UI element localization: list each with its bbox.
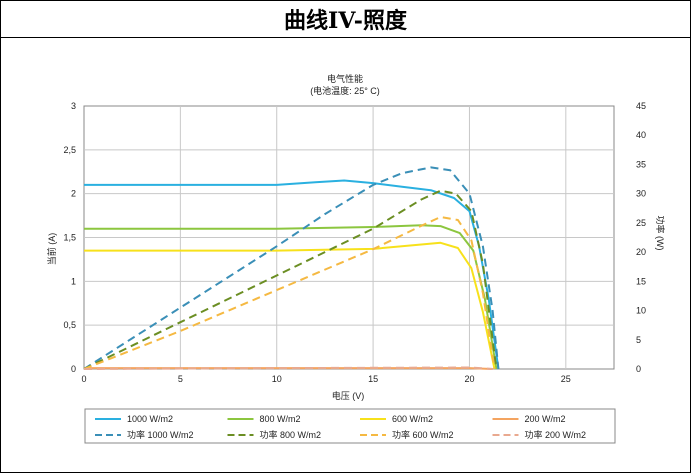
legend-label: 功率 1000 W/m2 <box>127 429 194 440</box>
grid-lines <box>83 105 615 370</box>
y-tick-label: 2 <box>71 189 76 199</box>
y2-tick-label: 35 <box>636 159 646 169</box>
series-line <box>83 189 498 370</box>
y2-tick-label: 40 <box>636 130 646 140</box>
x-axis-label: 电压 (V) <box>332 390 365 401</box>
series-line <box>83 366 493 370</box>
legend-box <box>84 408 616 444</box>
chart-subtitle: (电池温度: 25° C) <box>310 85 380 96</box>
series-line <box>84 179 500 370</box>
y2-tick-label: 0 <box>636 364 641 374</box>
y2-tick-label: 25 <box>636 218 646 228</box>
y2-axis-label: 功率 (W) <box>655 216 666 251</box>
y-tick-label: 0 <box>71 364 76 374</box>
legend-label: 功率 600 W/m2 <box>392 429 454 440</box>
legend: 1000 W/m2 800 W/m2 600 W/m2 200 W/m2 功率 1000… <box>84 408 616 444</box>
x-tick-label: 10 <box>272 374 282 384</box>
x-tick-label: 0 <box>81 374 86 384</box>
x-tick-label: 20 <box>464 374 474 384</box>
page-title: 曲线IV-照度 <box>1 1 690 38</box>
y2-tick-label: 5 <box>636 335 641 345</box>
legend-label: 600 W/m2 <box>392 414 433 424</box>
y-tick-label: 3 <box>71 101 76 111</box>
iv-chart: 电气性能 (电池温度: 25° C) 0 5 10 15 20 25 0 0,5 1 1,5 2 2,… <box>46 73 666 444</box>
x-tick-label: 25 <box>561 374 571 384</box>
legend-label: 200 W/m2 <box>525 414 566 424</box>
y2-tick-label: 15 <box>636 276 646 286</box>
legend-label: 800 W/m2 <box>260 414 301 424</box>
series-line <box>84 241 496 370</box>
y2-tick-label: 45 <box>636 101 646 111</box>
x-tick-label: 5 <box>178 374 183 384</box>
series-line <box>83 216 496 370</box>
series-line <box>84 367 493 370</box>
legend-label: 1000 W/m2 <box>127 414 173 424</box>
series-line <box>83 166 500 370</box>
legend-label: 功率 200 W/m2 <box>525 429 587 440</box>
y2-tick-label: 20 <box>636 247 646 257</box>
y2-tick-label: 10 <box>636 306 646 316</box>
y-tick-label: 0,5 <box>63 320 76 330</box>
y-tick-label: 1 <box>71 276 76 286</box>
series-line <box>84 224 498 370</box>
x-tick-label: 15 <box>368 374 378 384</box>
series-lines <box>83 166 500 370</box>
chart-title: 电气性能 <box>327 73 363 84</box>
legend-label: 功率 800 W/m2 <box>260 429 322 440</box>
y-tick-label: 1,5 <box>63 233 76 243</box>
y-tick-label: 2,5 <box>63 145 76 155</box>
tick-labels: 0 5 10 15 20 2500,511,522,5305101520253035404… <box>63 101 646 384</box>
y-axis-label: 当前 (A) <box>46 233 57 266</box>
y2-tick-label: 30 <box>636 189 646 199</box>
